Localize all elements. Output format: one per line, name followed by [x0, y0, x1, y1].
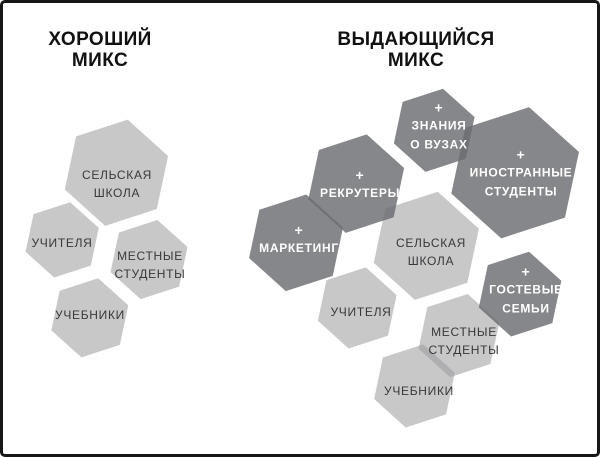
hexagon-outstanding-mix-foreign-students [451, 107, 579, 239]
hexagon-outstanding-mix-host-families [478, 251, 562, 337]
hexagon-outstanding-mix-recruiters [308, 134, 405, 233]
hexagon-good-mix-teachers [25, 202, 99, 278]
hexagon-outstanding-mix-marketing [249, 194, 344, 292]
hexagon-outstanding-mix-local-students [418, 294, 500, 378]
hexagon-outstanding-mix-knowledge-of-universities [393, 88, 475, 172]
hexagon-outstanding-mix-rural-school [373, 191, 479, 300]
hexagon-good-mix-local-students [110, 220, 188, 300]
hexagon-good-mix-rural-school [64, 119, 169, 226]
hexagon-good-mix-textbooks [51, 278, 129, 358]
hexagon-layer [25, 88, 579, 428]
hexagon-outstanding-mix-textbooks [374, 344, 455, 428]
hexagon-outstanding-mix-teachers [317, 267, 397, 349]
